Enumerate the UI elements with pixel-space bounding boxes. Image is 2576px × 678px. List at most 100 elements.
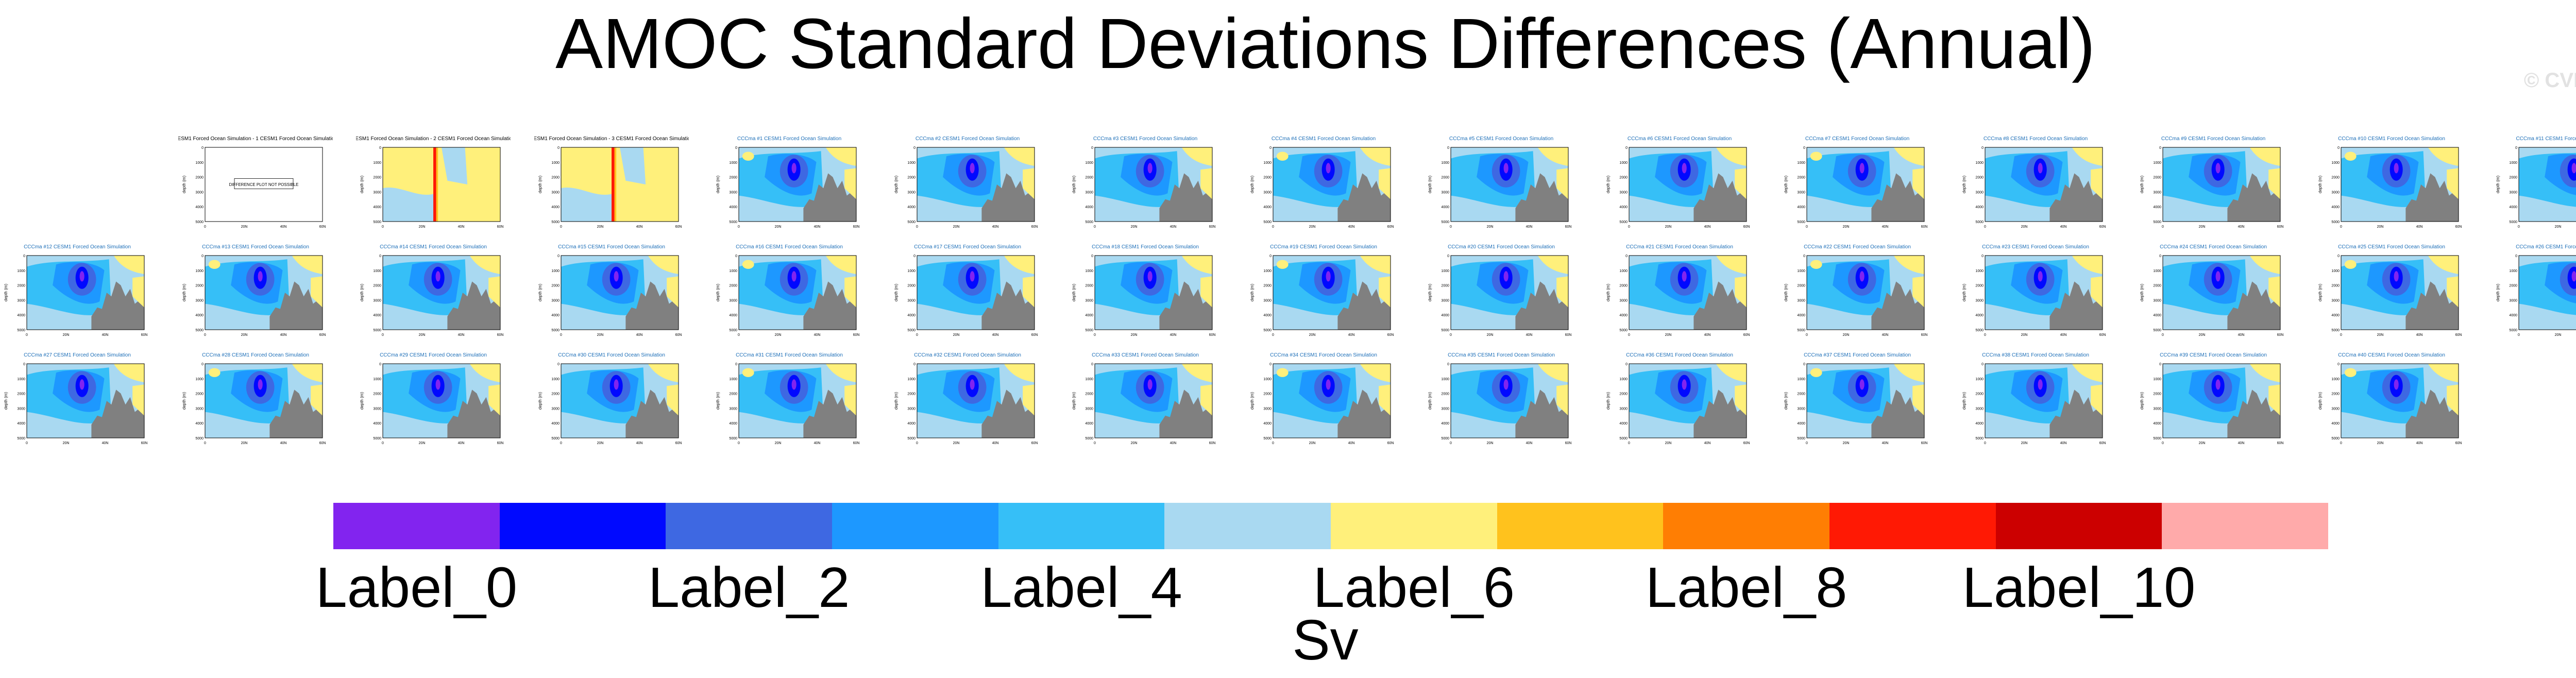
panel-x-tick: 0 [2162,442,2164,445]
panel-y-tick: 5000 [2509,221,2517,224]
panel-y-tick: 1000 [1263,378,1272,381]
panel-y-tick: 3000 [551,191,560,194]
panel-x-tick: 0 [1272,442,1274,445]
panel-y-tick: 1000 [551,161,560,165]
panel-x-tick: 0 [1806,442,1808,445]
panel-title: CCCma #8 CESM1 Forced Ocean Simulation [1983,136,2087,142]
panel-note: DIFFERENCE PLOT NOT POSSIBLE [229,182,298,187]
panel-y-tick: 3000 [17,299,25,302]
amoc-panel: CCCma #21 CESM1 Forced Ocean Simulation d… [1602,241,1757,344]
panel-x-tick: 60N [2277,442,2284,445]
panel-y-tick: 3000 [907,407,916,411]
panel-y-tick: 5000 [2153,221,2161,224]
panel-x-tick: 0 [560,442,562,445]
panel-y-tick: 1000 [195,161,204,165]
amoc-panel: CCCma #20 CESM1 Forced Ocean Simulation d… [1424,241,1579,344]
panel-x-tick: 20N [241,442,247,445]
panel-y-tick: 4000 [195,206,204,209]
panel-x-tick: 0 [26,442,28,445]
panel-y-tick: 3000 [907,191,916,194]
panel-x-tick: 60N [2455,442,2462,445]
panel-x-tick: 20N [2377,225,2383,229]
panel-y-tick: 0 [1447,146,1449,150]
panel-y-tick: 4000 [551,422,560,426]
panel-x-tick: 60N [1387,225,1394,229]
panel-y-tick: 2000 [1619,284,1628,288]
panel-y-tick: 0 [379,363,381,366]
panel-x-tick: 0 [1984,333,1986,337]
panel-y-tick: 0 [1625,146,1628,150]
amoc-panel: CCCma #5 CESM1 Forced Ocean Simulation de… [1424,133,1579,236]
panel-x-tick: 0 [1450,333,1452,337]
panel-x-tick: 60N [675,333,682,337]
panel-y-tick: 4000 [1797,314,1805,317]
panel-y-axis-label: depth (m) [360,392,364,410]
panel-y-tick: 2000 [1263,393,1272,396]
amoc-panel: CCCma #17 CESM1 Forced Ocean Simulation d… [890,241,1045,344]
panel-y-tick: 5000 [551,329,560,332]
panel-x-tick: 20N [2199,225,2206,229]
panel-x-tick: 20N [241,225,247,229]
panel-y-tick: 1000 [1975,378,1984,381]
panel-x-tick: 40N [1882,333,1889,337]
panel-y-tick: 3000 [1263,407,1272,411]
panel-y-tick: 3000 [17,407,25,411]
panel-x-tick: 0 [382,225,384,229]
panel-y-tick: 3000 [195,299,204,302]
panel-y-axis-label: depth (m) [2318,392,2323,410]
panel-title: CCCma #7 CESM1 Forced Ocean Simulation [1805,136,1909,142]
panel-y-tick: 0 [913,146,916,150]
panel-x-tick: 60N [319,333,326,337]
panel-y-tick: 1000 [17,269,25,273]
panel-title: CCCma #5 CESM1 Forced Ocean Simulation [1449,136,1553,142]
panel-y-tick: 4000 [551,206,560,209]
panel-title: CCCma #13 CESM1 Forced Ocean Simulation [202,244,309,250]
panel-x-tick: 40N [2238,333,2245,337]
panel-x-tick: 40N [2060,442,2066,445]
panel-x-tick: 0 [1806,225,1808,229]
panel-y-axis-label: depth (m) [2318,176,2323,194]
panel-x-tick: 20N [2021,333,2027,337]
panel-x-tick: 40N [280,225,286,229]
panel-y-tick: 1000 [1085,161,1093,165]
panel-x-tick: 40N [280,442,286,445]
panel-y-axis-label: depth (m) [1428,392,1432,410]
panel-y-tick: 3000 [907,299,916,302]
panel-y-tick: 4000 [2509,206,2517,209]
panel-y-tick: 2000 [729,393,737,396]
panel-y-tick: 2000 [2153,284,2161,288]
panel-y-tick: 0 [2515,255,2517,258]
panel-x-tick: 20N [2377,442,2383,445]
panel-title: CESM1 Forced Ocean Simulation - 1 CESM1 … [178,136,333,142]
panel-x-tick: 60N [1387,333,1394,337]
amoc-panel: CCCma #10 CESM1 Forced Ocean Simulation d… [2314,133,2469,236]
panel-y-tick: 3000 [1797,191,1805,194]
amoc-panel: CCCma #18 CESM1 Forced Ocean Simulation d… [1068,241,1223,344]
panel-title: CCCma #35 CESM1 Forced Ocean Simulation [1448,352,1555,358]
panel-x-tick: 20N [1131,225,1138,229]
panel-y-tick: 4000 [1619,206,1628,209]
panel-x-tick: 20N [1843,225,1850,229]
panel-x-tick: 0 [2162,225,2164,229]
panel-y-tick: 2000 [551,393,560,396]
panel-y-tick: 3000 [1619,407,1628,411]
panel-y-axis-label: depth (m) [1606,284,1611,302]
panel-title: CCCma #38 CESM1 Forced Ocean Simulation [1982,352,2089,358]
panel-y-tick: 5000 [195,329,204,332]
panel-x-tick: 40N [102,442,109,445]
amoc-panel: CCCma #19 CESM1 Forced Ocean Simulation d… [1246,241,1401,344]
panel-x-tick: 20N [2021,225,2027,229]
panel-y-tick: 3000 [1975,191,1984,194]
amoc-panel: CCCma #35 CESM1 Forced Ocean Simulation d… [1424,349,1579,452]
panel-y-tick: 2000 [1975,176,1984,180]
panel-title: CCCma #27 CESM1 Forced Ocean Simulation [24,352,131,358]
panel-x-tick: 0 [2518,333,2520,337]
amoc-panel: CCCma #34 CESM1 Forced Ocean Simulation d… [1246,349,1401,452]
panel-x-tick: 60N [2277,225,2284,229]
panel-y-tick: 0 [2337,363,2340,366]
panel-y-tick: 5000 [1441,329,1449,332]
panel-x-tick: 60N [1565,333,1572,337]
panel-title: CCCma #20 CESM1 Forced Ocean Simulation [1448,244,1555,250]
panel-y-axis-label: depth (m) [1250,392,1255,410]
panel-y-tick: 4000 [373,206,381,209]
